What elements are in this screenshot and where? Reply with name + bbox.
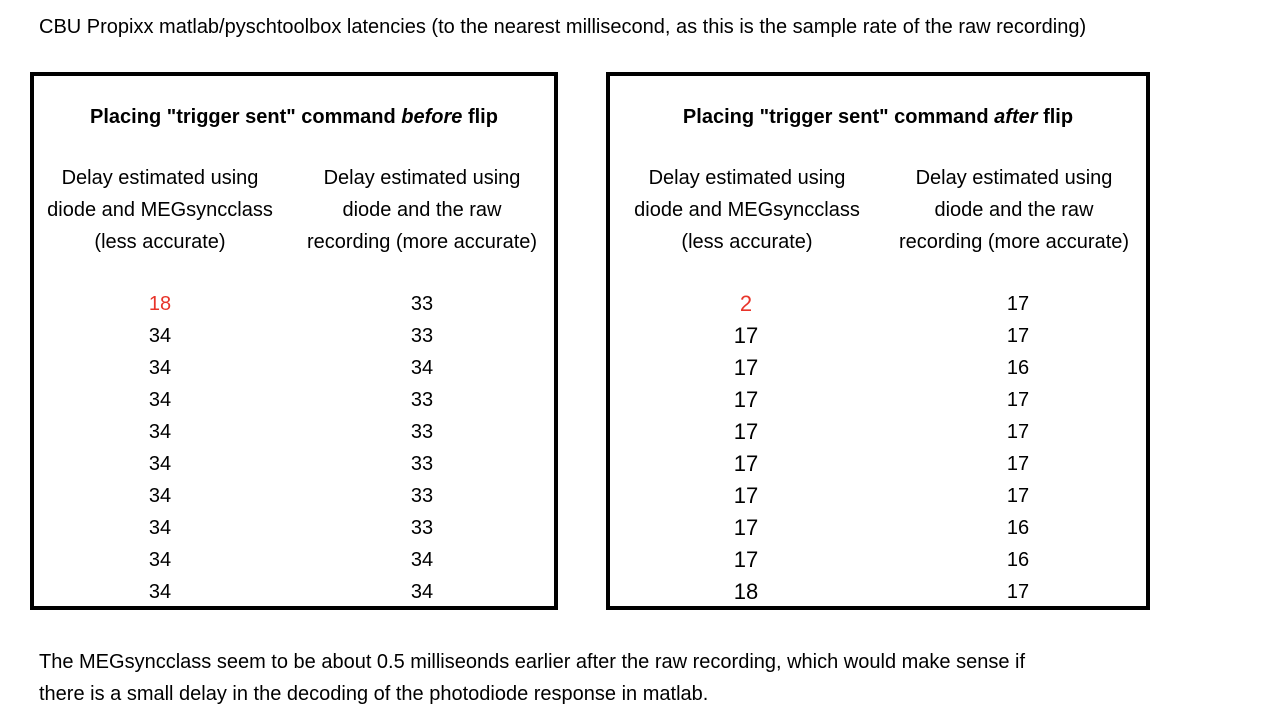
value-cell: 34 (148, 325, 172, 347)
value-cell: 34 (148, 453, 172, 475)
value-cell: 16 (1006, 357, 1030, 379)
after-col2-values: 17 17 16 17 17 17 17 16 16 17 (968, 288, 1068, 608)
value-cell: 17 (1006, 325, 1030, 347)
value-cell: 17 (1006, 485, 1030, 507)
value-cell: 17 (733, 515, 759, 540)
before-col2-header: Delay estimated using diode and the raw … (306, 167, 538, 253)
value-cell: 34 (148, 421, 172, 443)
value-cell: 17 (733, 547, 759, 572)
before-flip-panel: Placing "trigger sent" command before fl… (30, 72, 558, 610)
value-cell: 33 (410, 421, 434, 443)
value-cell: 33 (410, 453, 434, 475)
after-flip-header: Placing "trigger sent" command after fli… (682, 106, 1074, 128)
value-cell: 17 (733, 355, 759, 380)
value-cell: 34 (148, 581, 172, 603)
value-cell: 17 (1006, 421, 1030, 443)
value-cell: 33 (410, 325, 434, 347)
value-cell: 18 (148, 293, 172, 315)
value-cell: 16 (1006, 549, 1030, 571)
value-cell: 17 (733, 451, 759, 476)
value-cell: 17 (1006, 453, 1030, 475)
before-col1-values: 18 34 34 34 34 34 34 34 34 34 (110, 288, 210, 608)
value-cell: 33 (410, 485, 434, 507)
after-col2-header: Delay estimated using diode and the raw … (898, 167, 1130, 253)
value-cell: 17 (1006, 293, 1030, 315)
before-flip-header: Placing "trigger sent" command before fl… (90, 106, 498, 128)
after-flip-panel: Placing "trigger sent" command after fli… (606, 72, 1150, 610)
footer-note: The MEGsyncclass seem to be about 0.5 mi… (39, 651, 1026, 705)
value-cell: 33 (410, 389, 434, 411)
value-cell: 17 (733, 483, 759, 508)
value-cell: 18 (733, 579, 759, 604)
value-cell: 17 (733, 323, 759, 348)
before-col1-header: Delay estimated using diode and MEGsyncc… (47, 167, 273, 253)
value-cell: 34 (410, 357, 434, 379)
value-cell: 34 (410, 549, 434, 571)
value-cell: 34 (148, 357, 172, 379)
value-cell: 34 (410, 581, 434, 603)
value-cell: 34 (148, 485, 172, 507)
before-col2-values: 33 33 34 33 33 33 33 33 34 34 (372, 288, 472, 608)
after-col1-values: 2 17 17 17 17 17 17 17 17 18 (696, 288, 796, 608)
value-cell: 34 (148, 549, 172, 571)
value-cell: 34 (148, 517, 172, 539)
value-cell: 34 (148, 389, 172, 411)
value-cell: 17 (733, 387, 759, 412)
value-cell: 33 (410, 293, 434, 315)
value-cell: 17 (733, 419, 759, 444)
value-cell: 17 (1006, 581, 1030, 603)
value-cell: 2 (739, 291, 753, 316)
value-cell: 16 (1006, 517, 1030, 539)
value-cell: 17 (1006, 389, 1030, 411)
value-cell: 33 (410, 517, 434, 539)
after-col1-header: Delay estimated using diode and MEGsyncc… (634, 167, 860, 253)
document-title: CBU Propixx matlab/pyschtoolbox latencie… (39, 16, 1087, 38)
